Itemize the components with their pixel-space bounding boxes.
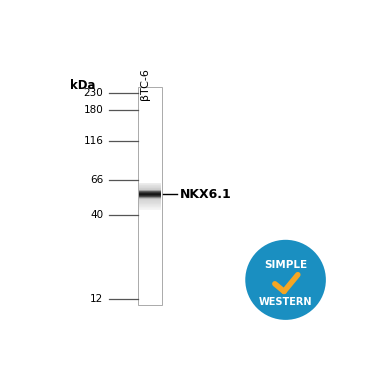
Text: WESTERN: WESTERN: [259, 297, 312, 307]
Circle shape: [245, 240, 326, 320]
Bar: [139, 205, 161, 206]
Bar: [139, 186, 161, 187]
Bar: [139, 192, 161, 193]
Bar: [139, 203, 161, 204]
Text: βTC-6: βTC-6: [140, 68, 150, 100]
Bar: [139, 183, 161, 184]
Text: 116: 116: [84, 136, 104, 146]
Bar: [139, 191, 161, 192]
Bar: [139, 195, 161, 196]
Bar: [139, 206, 161, 207]
Text: 12: 12: [90, 294, 104, 304]
Bar: [139, 202, 161, 203]
Bar: [139, 190, 161, 191]
Bar: [139, 187, 161, 188]
Text: 230: 230: [84, 88, 104, 98]
Text: 40: 40: [90, 210, 104, 220]
Bar: [139, 200, 161, 201]
Text: 66: 66: [90, 175, 104, 185]
Bar: [139, 196, 161, 197]
Text: 180: 180: [84, 105, 104, 115]
Bar: [139, 193, 161, 194]
Bar: [139, 189, 161, 190]
Text: NKX6.1: NKX6.1: [180, 188, 232, 201]
Bar: [139, 204, 161, 205]
Bar: [139, 208, 161, 209]
Bar: [139, 198, 161, 199]
Bar: [139, 199, 161, 200]
Bar: [139, 201, 161, 202]
Text: kDa: kDa: [70, 78, 96, 92]
Bar: [139, 209, 161, 210]
Bar: [139, 197, 161, 198]
Bar: [138, 87, 162, 305]
Text: SIMPLE: SIMPLE: [264, 260, 307, 270]
Bar: [139, 194, 161, 195]
Bar: [139, 188, 161, 189]
Bar: [139, 184, 161, 185]
Bar: [139, 207, 161, 208]
Bar: [139, 185, 161, 186]
